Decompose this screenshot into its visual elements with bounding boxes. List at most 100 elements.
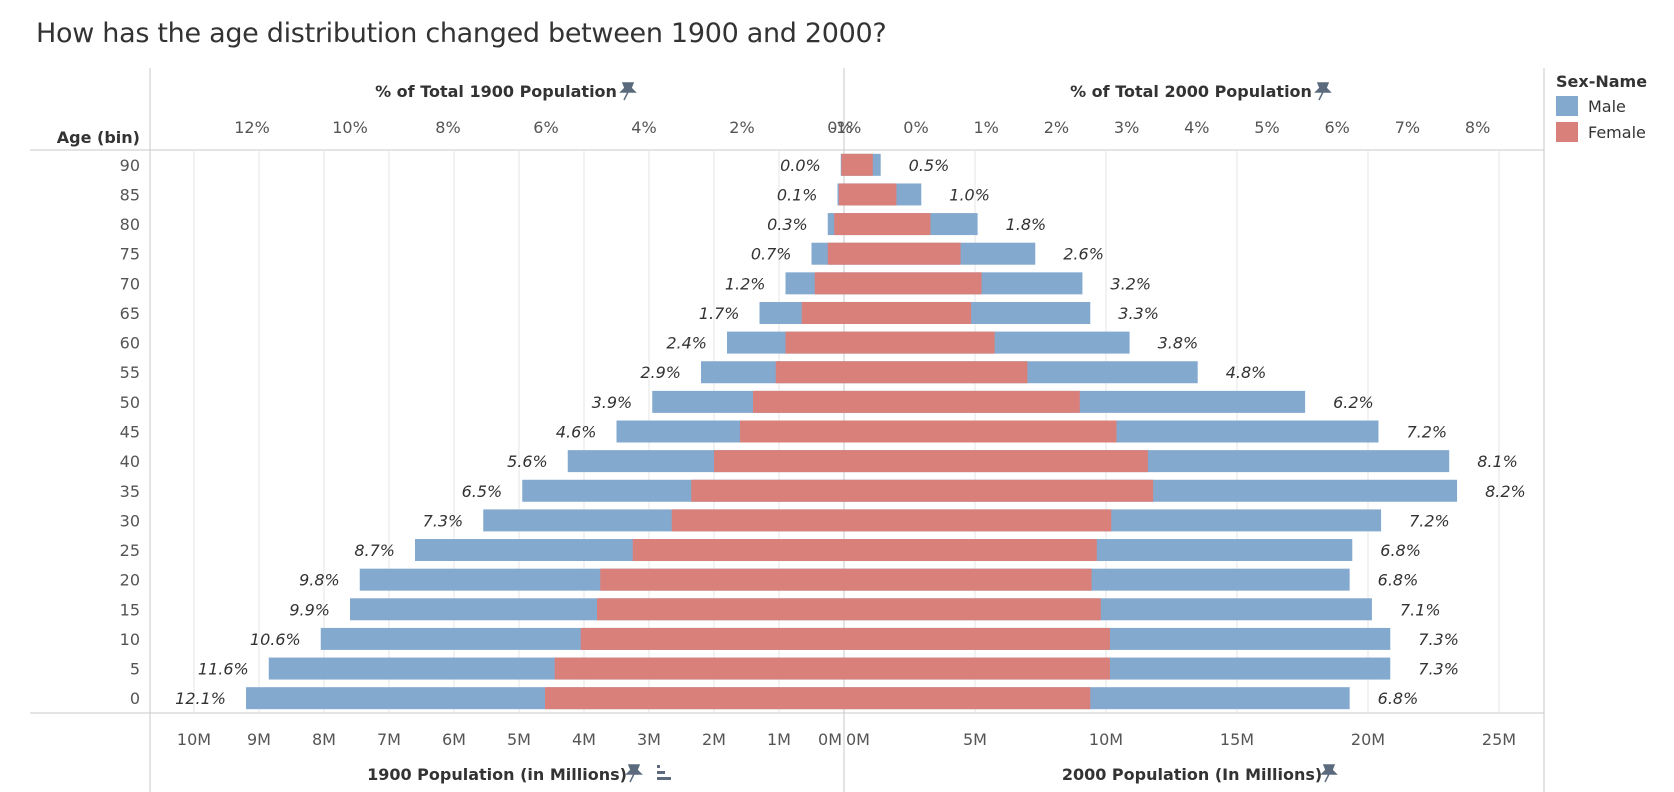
right-top-tick-label: 2%	[1044, 118, 1069, 137]
data-label-2000-pct: 3.2%	[1110, 274, 1151, 293]
legend-title: Sex-Name	[1556, 72, 1648, 91]
legend-item-female[interactable]: Female	[1556, 122, 1647, 142]
left-top-axis-title[interactable]: % of Total 1900 Population	[375, 82, 617, 101]
bar-2000-female[interactable]	[844, 479, 1154, 502]
age-tick-label: 90	[120, 156, 140, 175]
bar-1900-female[interactable]	[671, 509, 844, 532]
age-tick-label: 85	[120, 185, 140, 204]
chart-title: How has the age distribution changed bet…	[36, 18, 887, 49]
data-label-2000-pct: 2.6%	[1063, 245, 1104, 264]
pin-icon[interactable]	[1314, 82, 1332, 101]
bar-1900-female[interactable]	[554, 657, 844, 680]
age-tick-label: 10	[120, 630, 140, 649]
bar-1900-female[interactable]	[775, 361, 844, 384]
pin-icon[interactable]	[1320, 764, 1338, 783]
bar-2000-female[interactable]	[844, 539, 1097, 562]
bar-1900-female[interactable]	[580, 627, 844, 650]
legend: Sex-Name Male Female	[1556, 72, 1647, 148]
left-bottom-tick-label: 7M	[377, 730, 401, 749]
left-bottom-axis-title[interactable]: 1900 Population (in Millions)	[367, 765, 627, 784]
data-label-1900-pct: 6.5%	[462, 482, 503, 501]
data-label-2000-pct: 6.8%	[1378, 571, 1419, 590]
legend-swatch-male	[1556, 96, 1578, 116]
age-tick-label: 35	[120, 482, 140, 501]
bars[interactable]	[246, 153, 1458, 710]
bar-1900-female[interactable]	[714, 450, 844, 473]
bar-1900-female[interactable]	[691, 479, 844, 502]
bar-1900-female[interactable]	[827, 242, 844, 265]
bar-2000-female[interactable]	[844, 687, 1091, 710]
bar-1900-female[interactable]	[600, 568, 844, 591]
right-bottom-tick-label: 0M	[846, 730, 870, 749]
age-tick-label: 15	[120, 600, 140, 619]
data-label-1900-pct: 4.6%	[556, 423, 597, 442]
left-top-tick-label: 4%	[631, 118, 656, 137]
bar-2000-female[interactable]	[844, 242, 961, 265]
data-label-1900-pct: 5.6%	[507, 452, 548, 471]
data-label-2000-pct: 1.8%	[1006, 215, 1047, 234]
data-label-2000-pct: 6.8%	[1380, 541, 1421, 560]
data-label-1900-pct: 7.3%	[423, 511, 464, 530]
bar-2000-female[interactable]	[844, 301, 972, 324]
data-label-2000-pct: 7.2%	[1409, 511, 1450, 530]
bar-2000-female[interactable]	[844, 657, 1110, 680]
bar-2000-female[interactable]	[844, 153, 873, 176]
bar-2000-female[interactable]	[844, 420, 1117, 443]
right-top-tick-label: 6%	[1325, 118, 1350, 137]
left-top-tick-label: 8%	[435, 118, 460, 137]
right-bottom-axis-title[interactable]: 2000 Population (In Millions)	[1062, 765, 1322, 784]
bar-1900-female[interactable]	[841, 153, 844, 176]
data-label-2000-pct: 6.8%	[1378, 689, 1419, 708]
axes: Age (bin) % of Total 1900 Population % o…	[57, 82, 1516, 784]
bar-1900-female[interactable]	[740, 420, 844, 443]
right-top-tick-label: 0%	[903, 118, 928, 137]
right-top-tick-label: -1%	[830, 118, 861, 137]
bar-2000-female[interactable]	[844, 509, 1112, 532]
legend-item-male[interactable]: Male	[1556, 96, 1647, 116]
pin-icon[interactable]	[619, 82, 637, 101]
age-tick-label: 0	[130, 689, 140, 708]
data-label-1900-pct: 11.6%	[198, 660, 249, 679]
data-label-2000-pct: 7.3%	[1418, 630, 1459, 649]
bar-2000-female[interactable]	[844, 331, 995, 354]
bar-1900-female[interactable]	[834, 213, 844, 236]
bar-1900-female[interactable]	[545, 687, 844, 710]
bar-1900-female[interactable]	[814, 272, 844, 295]
right-bottom-tick-label: 5M	[963, 730, 987, 749]
bar-1900-female[interactable]	[632, 539, 844, 562]
data-label-1900-pct: 2.4%	[666, 334, 707, 353]
pin-icon[interactable]	[625, 764, 643, 783]
bar-2000-female[interactable]	[844, 450, 1148, 473]
data-label-2000-pct: 0.5%	[909, 156, 950, 175]
bar-2000-female[interactable]	[844, 213, 931, 236]
bar-1900-female[interactable]	[838, 183, 844, 206]
data-label-1900-pct: 2.9%	[640, 363, 681, 382]
age-tick-label: 55	[120, 363, 140, 382]
data-label-2000-pct: 8.1%	[1477, 452, 1518, 471]
data-label-2000-pct: 3.8%	[1158, 334, 1199, 353]
right-top-tick-label: 3%	[1114, 118, 1139, 137]
data-label-1900-pct: 0.3%	[767, 215, 808, 234]
bar-1900-female[interactable]	[753, 390, 844, 413]
right-top-axis-title[interactable]: % of Total 2000 Population	[1070, 82, 1312, 101]
bar-2000-female[interactable]	[844, 598, 1101, 621]
bar-2000-female[interactable]	[844, 183, 897, 206]
left-top-tick-label: 12%	[234, 118, 270, 137]
bar-2000-female[interactable]	[844, 272, 982, 295]
data-label-1900-pct: 1.2%	[725, 274, 766, 293]
bar-1900-female[interactable]	[801, 301, 844, 324]
age-tick-label: 40	[120, 452, 140, 471]
sort-icon[interactable]	[657, 765, 671, 780]
data-label-1900-pct: 0.1%	[777, 185, 818, 204]
bar-2000-female[interactable]	[844, 627, 1110, 650]
bar-2000-female[interactable]	[844, 568, 1092, 591]
bar-2000-female[interactable]	[844, 390, 1080, 413]
left-bottom-tick-label: 4M	[572, 730, 596, 749]
right-bottom-tick-label: 25M	[1482, 730, 1516, 749]
data-label-2000-pct: 7.3%	[1418, 660, 1459, 679]
bar-2000-female[interactable]	[844, 361, 1028, 384]
left-top-tick-label: 2%	[729, 118, 754, 137]
bar-1900-female[interactable]	[785, 331, 845, 354]
bar-1900-female[interactable]	[597, 598, 844, 621]
